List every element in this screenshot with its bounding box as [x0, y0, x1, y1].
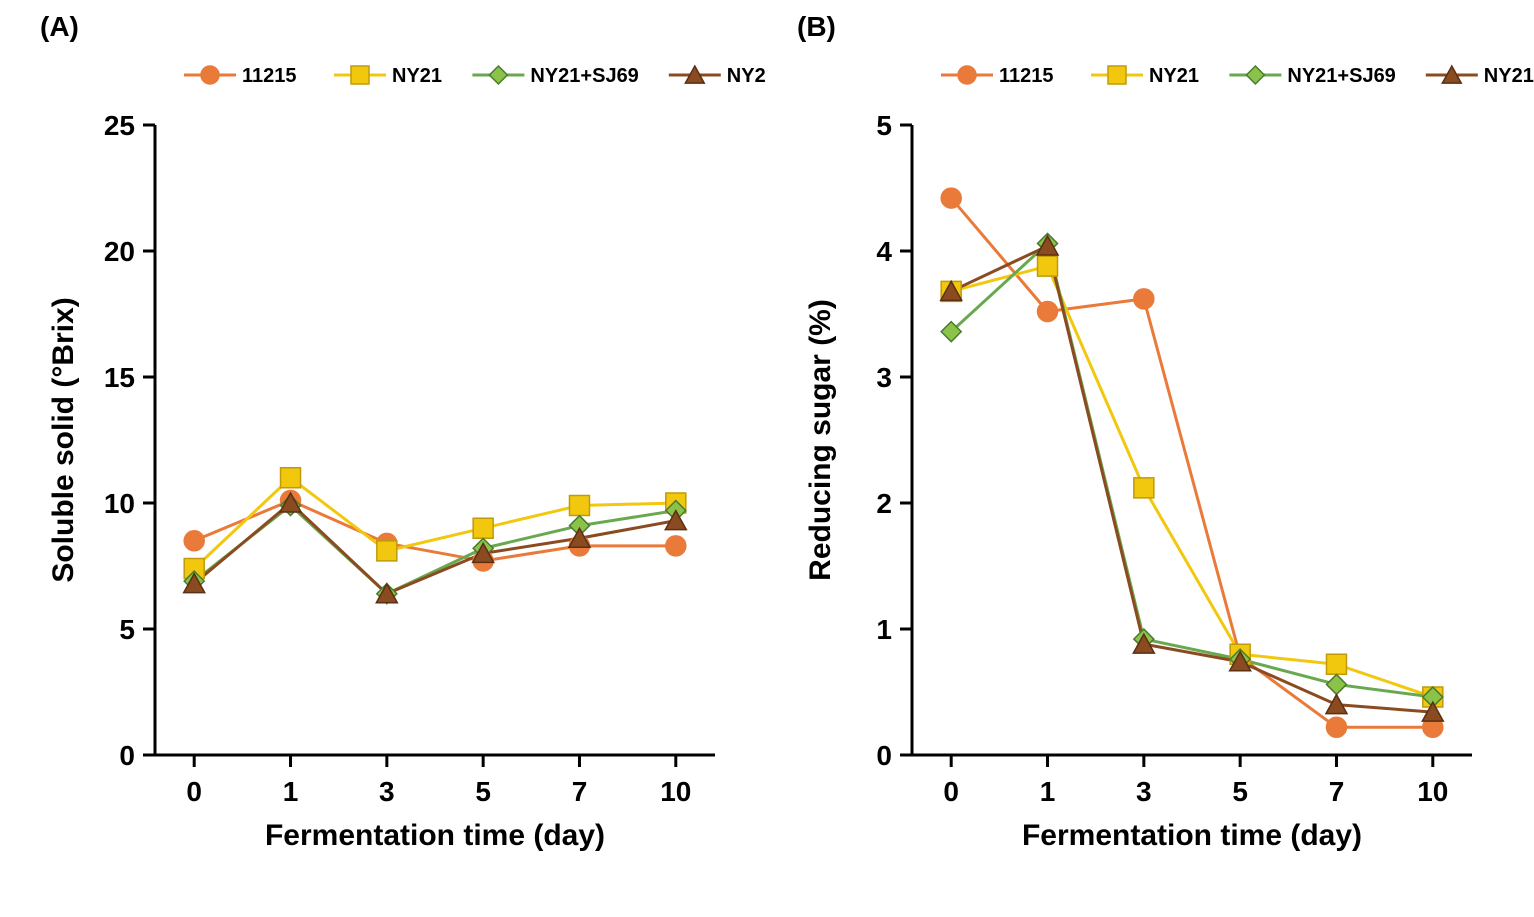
x-tick-label: 3 [379, 776, 395, 807]
y-axis-label: Soluble solid (°Brix) [47, 297, 80, 582]
legend-item: NY21+SJ69 [1229, 65, 1395, 87]
y-tick-label: 5 [119, 614, 135, 645]
x-axis-label: Fermentation time (day) [265, 819, 605, 852]
x-tick-label: 5 [475, 776, 491, 807]
x-tick-label: 3 [1136, 776, 1152, 807]
x-tick-label: 0 [943, 776, 959, 807]
legend-label: 11215 [999, 65, 1054, 87]
legend-label: NY21+SJ69 [1287, 65, 1395, 87]
x-tick-label: 10 [660, 776, 691, 807]
y-tick-label: 3 [876, 362, 892, 393]
y-tick-label: 0 [119, 740, 135, 771]
y-tick-label: 15 [104, 362, 135, 393]
series-line [194, 503, 676, 594]
y-tick-label: 10 [104, 488, 135, 519]
panel-b: (B) 11215 NY21 NY21+SJ69 NY21+S6 0 1 2 3 4 5 0 1 3 5 7 1… [767, 0, 1534, 917]
legend-label: 11215 [242, 65, 297, 87]
y-tick-label: 2 [876, 488, 892, 519]
series-markers [184, 468, 686, 579]
y-tick-label: 20 [104, 236, 135, 267]
x-tick-label: 5 [1232, 776, 1248, 807]
panel-label: (B) [797, 11, 836, 42]
y-axis-label: Reducing sugar (%) [804, 299, 837, 581]
x-tick-label: 0 [186, 776, 202, 807]
y-tick-label: 25 [104, 110, 135, 141]
x-tick-label: 10 [1417, 776, 1448, 807]
legend-item: NY21+S6 [669, 65, 767, 87]
legend-item: NY21+SJ69 [472, 65, 638, 87]
legend-label: NY21 [392, 65, 442, 87]
legend-item: NY21 [334, 65, 442, 87]
x-tick-label: 1 [283, 776, 299, 807]
chart-b-svg: (B) 11215 NY21 NY21+SJ69 NY21+S6 0 1 2 3 4 5 0 1 3 5 7 1… [767, 0, 1534, 917]
x-tick-label: 7 [1329, 776, 1345, 807]
series-line [951, 243, 1433, 697]
legend-item: 11215 [184, 65, 297, 87]
figure-two-panel: (A)11215NY21NY21+SJ69NY21+S6051015202501… [0, 0, 1534, 917]
legend-label: NY21+S6 [1484, 65, 1534, 87]
y-tick-label: 1 [876, 614, 892, 645]
legend-item: 11215 [941, 65, 1054, 87]
x-tick-label: 7 [572, 776, 588, 807]
legend-label: NY21+SJ69 [530, 65, 638, 87]
series-markers [941, 233, 1443, 707]
y-tick-label: 5 [876, 110, 892, 141]
panel-label: (A) [40, 11, 79, 42]
legend-label: NY21 [1149, 65, 1199, 87]
y-tick-label: 4 [876, 236, 892, 267]
chart-a-svg: (A)11215NY21NY21+SJ69NY21+S6051015202501… [0, 0, 767, 917]
series-markers [184, 496, 686, 604]
series-line [194, 506, 676, 594]
x-axis-label: Fermentation time (day) [1022, 819, 1362, 852]
legend-item: NY21 [1091, 65, 1199, 87]
series-line [194, 500, 676, 560]
legend-label: NY21+S6 [727, 65, 767, 87]
panel-a: (A)11215NY21NY21+SJ69NY21+S6051015202501… [0, 0, 767, 917]
x-tick-label: 1 [1040, 776, 1056, 807]
legend-item: NY21+S6 [1426, 65, 1534, 87]
y-tick-label: 0 [876, 740, 892, 771]
